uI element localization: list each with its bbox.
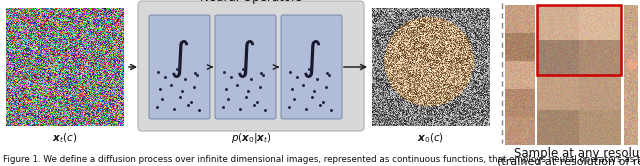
Text: $\int$: $\int$: [301, 38, 322, 80]
Text: Figure 1. We define a diffusion process over infinite dimensional images, repres: Figure 1. We define a diffusion process …: [3, 155, 640, 164]
Text: $\boldsymbol{x}_t(c)$: $\boldsymbol{x}_t(c)$: [52, 131, 77, 145]
Bar: [537, 5, 621, 75]
FancyBboxPatch shape: [149, 15, 210, 119]
Text: $\int$: $\int$: [236, 38, 255, 80]
FancyBboxPatch shape: [215, 15, 276, 119]
Text: Sample at any resolution: Sample at any resolution: [515, 147, 640, 160]
FancyBboxPatch shape: [138, 1, 364, 131]
Text: Neural Operators: Neural Operators: [200, 0, 302, 4]
Text: $\int$: $\int$: [170, 38, 189, 80]
Text: (trained at resolution of red box): (trained at resolution of red box): [497, 156, 640, 166]
FancyBboxPatch shape: [281, 15, 342, 119]
Text: $p(\boldsymbol{x}_0|\boldsymbol{x}_t)$: $p(\boldsymbol{x}_0|\boldsymbol{x}_t)$: [230, 131, 271, 145]
Text: $\boldsymbol{x}_0(c)$: $\boldsymbol{x}_0(c)$: [417, 131, 445, 145]
